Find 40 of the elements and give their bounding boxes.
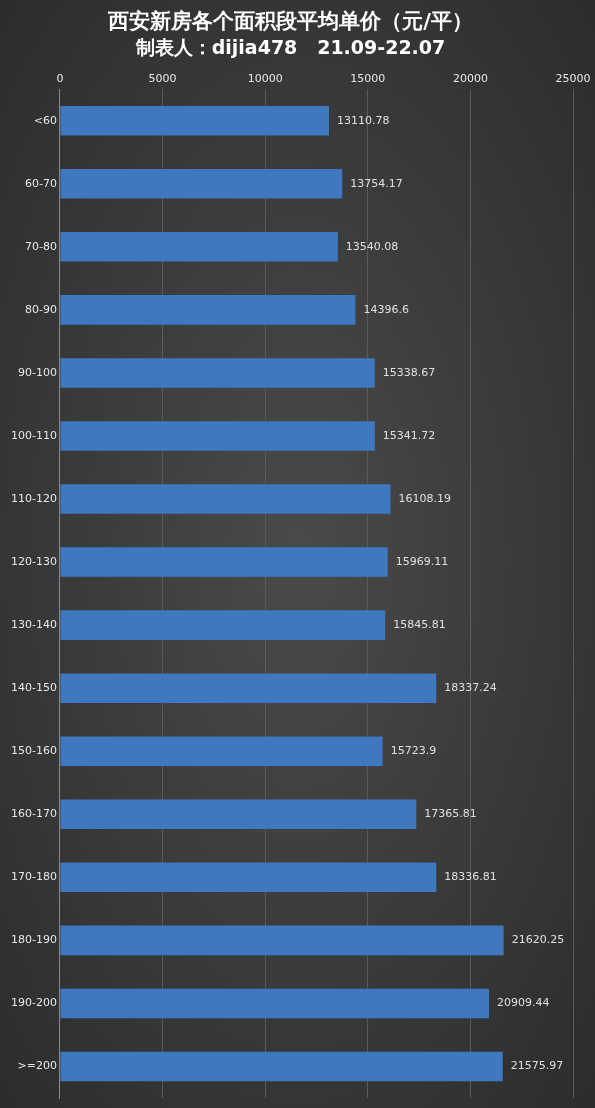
y-tick-label: <60 <box>33 113 57 127</box>
y-tick-label: 160-170 <box>10 807 57 821</box>
x-tick-label: 0 <box>56 72 64 86</box>
y-tick-label: 190-200 <box>10 996 57 1010</box>
data-label: 16108.19 <box>398 491 452 505</box>
x-tick-label: 10000 <box>247 72 283 86</box>
y-tick-label: 100-110 <box>10 428 57 442</box>
y-tick-label: 90-100 <box>17 365 57 379</box>
y-tick-label: 70-80 <box>24 239 57 253</box>
data-label: 15845.81 <box>393 617 446 631</box>
data-label: 13754.17 <box>350 176 403 190</box>
x-tick-label: 20000 <box>452 72 488 86</box>
data-label: 20909.44 <box>497 996 550 1010</box>
y-tick-label: 170-180 <box>10 870 57 884</box>
data-label: 21620.25 <box>511 933 565 947</box>
data-label: 14396.6 <box>363 302 409 316</box>
data-label: 18337.24 <box>444 681 497 695</box>
y-tick-label: 140-150 <box>10 681 57 695</box>
data-label: 18336.81 <box>444 870 497 884</box>
y-tick-label: 80-90 <box>24 302 57 316</box>
data-label: 17365.81 <box>424 807 477 821</box>
chart-title: 西安新房各个面积段平均单价（元/平） <box>107 8 473 34</box>
x-tick-label: 5000 <box>148 72 177 86</box>
y-tick-label: 150-160 <box>10 744 57 758</box>
y-tick-label: 130-140 <box>10 617 57 631</box>
data-label: 13540.08 <box>345 239 399 253</box>
data-label: 15723.9 <box>390 744 437 758</box>
y-tick-label: 120-130 <box>10 554 57 568</box>
data-label: 13110.78 <box>337 113 390 127</box>
data-label: 15338.67 <box>382 365 436 379</box>
x-tick-label: 15000 <box>350 72 386 86</box>
y-tick-label: 60-70 <box>24 176 57 190</box>
data-label: 15969.11 <box>395 554 449 568</box>
x-tick-label: 25000 <box>555 72 591 86</box>
y-tick-label: >=200 <box>17 1059 57 1073</box>
y-tick-label: 110-120 <box>10 491 57 505</box>
chart-subtitle: 制表人：dijia478 21.09-22.07 <box>134 35 446 58</box>
data-label: 21575.97 <box>510 1059 564 1073</box>
y-tick-label: 180-190 <box>10 933 57 947</box>
data-label: 15341.72 <box>382 428 436 442</box>
